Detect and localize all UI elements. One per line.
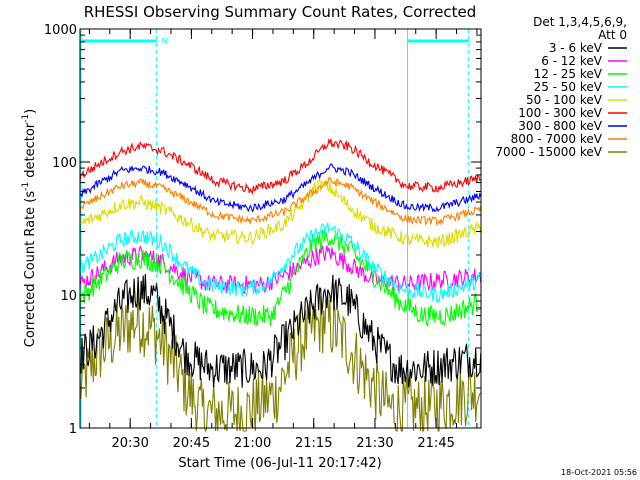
legend-header-line2: Att 0 xyxy=(598,28,627,42)
x-tick-label: 21:30 xyxy=(356,436,393,451)
chart-title: RHESSI Observing Summary Count Rates, Co… xyxy=(84,3,477,21)
x-tick-label: 21:45 xyxy=(417,436,454,451)
y-tick-label: 1000 xyxy=(44,23,77,38)
y-axis-label-part3: ) xyxy=(23,109,38,114)
x-tick-label: 21:15 xyxy=(295,436,332,451)
legend-entry-label: 50 - 100 keV xyxy=(526,93,603,107)
series-line-6 xyxy=(79,163,482,213)
y-axis-label-part1: Corrected Count Rate (s xyxy=(23,191,38,348)
series-line-8 xyxy=(79,290,482,433)
y-tick-label: 10 xyxy=(60,289,77,304)
legend-entry-label: 100 - 300 keV xyxy=(518,106,602,120)
series-line-0 xyxy=(79,273,482,388)
legend-entry-label: 800 - 7000 keV xyxy=(511,132,603,146)
y-axis-label: Corrected Count Rate (s-1 detector-1) xyxy=(21,109,38,347)
series-line-2 xyxy=(79,229,482,327)
plot-frame xyxy=(79,28,482,429)
y-axis-label-part2: detector xyxy=(23,122,38,182)
legend-entry-label: 7000 - 15000 keV xyxy=(495,145,602,159)
x-tick-label: 21:00 xyxy=(234,436,271,451)
legend-entry-label: 3 - 6 keV xyxy=(549,41,603,55)
series-line-5 xyxy=(79,137,482,195)
axes: 1 10 100 1000 20:30 20:45 21:00 21:15 21:30 21:45 xyxy=(44,23,482,451)
legend-entry-label: 6 - 12 keV xyxy=(541,54,603,68)
y-tick-label: 1 xyxy=(69,422,77,437)
legend-header-line1: Det 1,3,4,5,6,9, xyxy=(533,15,627,29)
legend-entry-label: 12 - 25 keV xyxy=(534,67,603,81)
x-tick-label: 20:30 xyxy=(111,436,148,451)
series-line-3 xyxy=(79,222,482,304)
night-marker-label: N xyxy=(162,37,168,46)
x-axis-label: Start Time (06-Jul-11 20:17:42) xyxy=(178,456,381,471)
series-line-7 xyxy=(79,176,482,227)
y-axis-label-sup1: -1 xyxy=(21,182,31,191)
y-axis-label-sup2: -1 xyxy=(21,114,31,123)
legend-entry-label: 25 - 50 keV xyxy=(534,80,603,94)
plot-area: N xyxy=(79,29,482,433)
series-line-4 xyxy=(79,177,482,250)
x-tick-label: 20:45 xyxy=(173,436,210,451)
timestamp: 18-Oct-2021 05:56 xyxy=(561,468,637,477)
legend-entry-label: 300 - 800 keV xyxy=(518,119,602,133)
y-tick-label: 100 xyxy=(52,156,77,171)
